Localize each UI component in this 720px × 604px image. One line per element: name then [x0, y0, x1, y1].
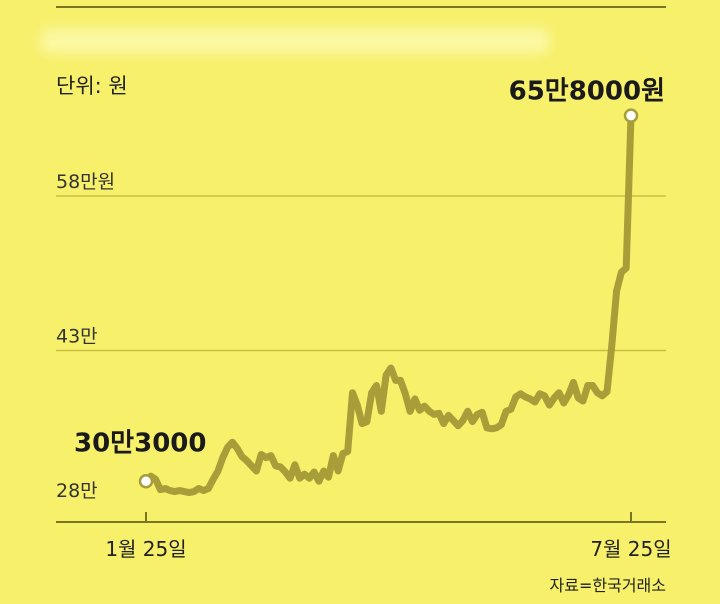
end-value-label: 65만8000원: [509, 77, 665, 107]
y-tick-label: 28만: [56, 480, 98, 502]
unit-label: 단위: 원: [56, 74, 128, 98]
y-tick-label: 43만: [56, 326, 98, 348]
price-line: [142, 112, 635, 497]
y-tick-label: 58만원: [56, 171, 115, 193]
source-label: 자료=한국거래소: [549, 576, 666, 595]
blurred-title-band: [40, 28, 550, 54]
x-tick-label: 7월 25일: [590, 537, 671, 561]
top-rule: [56, 6, 666, 8]
end-point-marker: [623, 108, 639, 123]
x-tick-label: 1월 25일: [105, 537, 186, 561]
start-point-marker: [138, 474, 154, 489]
start-value-label: 30만3000: [74, 428, 206, 458]
